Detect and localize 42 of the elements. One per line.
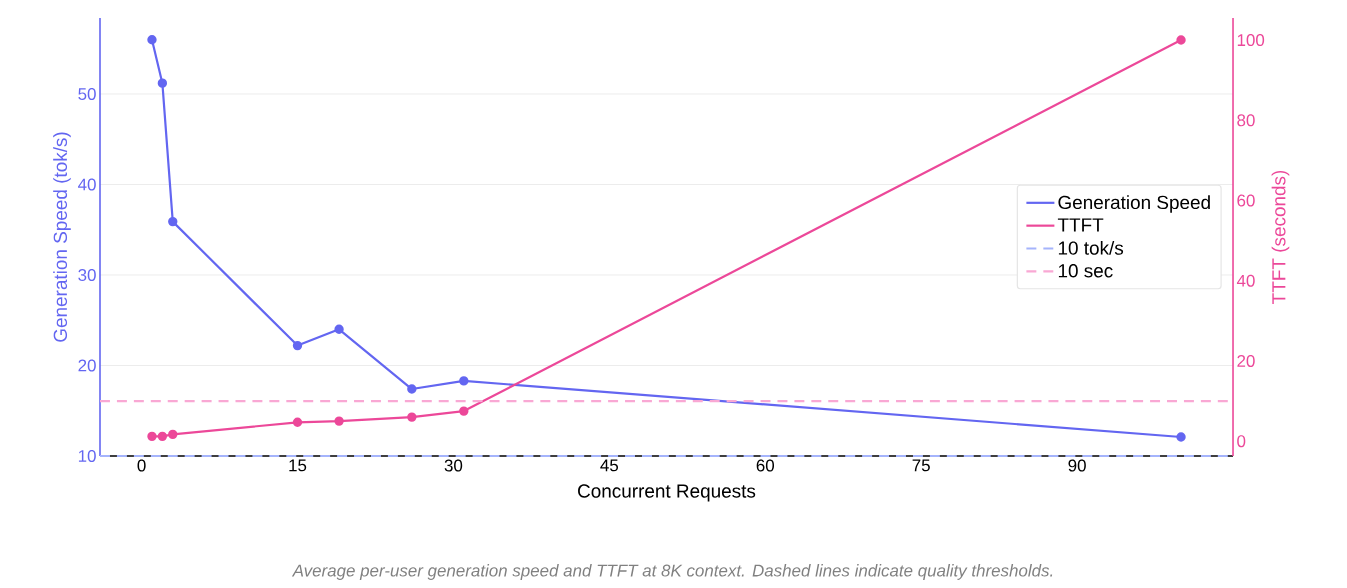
point — [459, 406, 469, 416]
point — [168, 216, 178, 227]
point — [334, 324, 344, 334]
x-tick-label: 45 — [600, 459, 619, 472]
point — [459, 376, 469, 386]
y-tick-label: 30 — [78, 269, 96, 282]
legend-label: 10 sec — [1058, 264, 1113, 278]
x-tick-label: 0 — [137, 459, 146, 472]
legend-label: TTFT — [1057, 218, 1104, 232]
y-tick-label: 50 — [78, 88, 96, 101]
y-tick-label: 10 — [78, 450, 96, 462]
point — [157, 431, 168, 442]
point — [168, 429, 178, 440]
text: Average per-user generation speed and TTFT at 8K context. Dashed lines indicate quality thresholds. — [291, 564, 1053, 580]
x-tick-label: 75 — [912, 459, 930, 472]
x-tick-label: 90 — [1068, 459, 1086, 472]
y-tick-label: 20 — [78, 359, 96, 372]
y2-tick-label: 100 — [1237, 34, 1265, 47]
y2-axis-title: TTFT (seconds) — [1271, 170, 1290, 304]
x-tick-label: 15 — [289, 459, 307, 472]
x-axis-title: Concurrent Requests — [578, 484, 756, 502]
point — [1176, 35, 1186, 45]
y2-tick-label: 0 — [1237, 435, 1246, 448]
legend-label: 10 tok/s — [1058, 240, 1124, 255]
point — [292, 417, 303, 427]
y-tick-label: 40 — [78, 178, 96, 191]
y2-tick-label: 20 — [1237, 354, 1255, 367]
x-tick-label: 60 — [756, 459, 775, 472]
x-tick-label: 30 — [444, 459, 463, 472]
y-axis-title: Generation Speed (tok/s) — [53, 132, 71, 342]
point — [407, 412, 417, 422]
point — [147, 431, 157, 442]
legend-label: Generation Speed — [1058, 195, 1210, 213]
point — [147, 35, 157, 45]
point — [292, 340, 303, 351]
point — [334, 416, 344, 426]
point — [1176, 432, 1186, 442]
y2-tick-label: 80 — [1237, 114, 1255, 127]
point — [407, 384, 417, 394]
y2-tick-label: 40 — [1236, 274, 1255, 287]
y2-tick-label: 60 — [1237, 194, 1255, 207]
point — [157, 78, 168, 88]
